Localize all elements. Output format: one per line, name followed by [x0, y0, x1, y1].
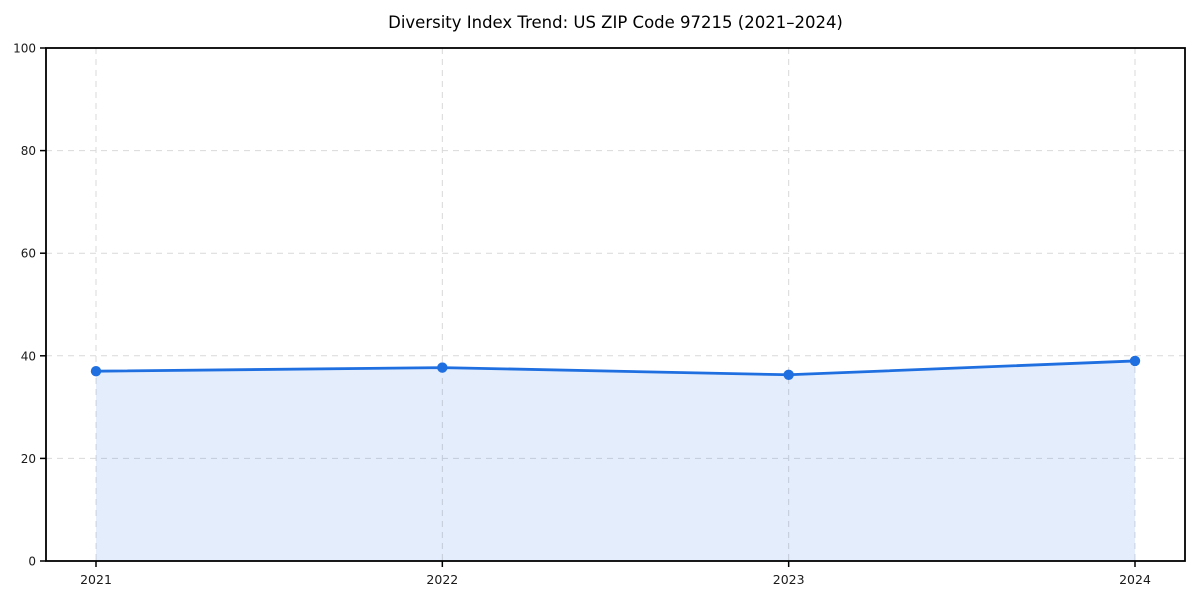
x-tick-label: 2024 — [1119, 572, 1151, 587]
y-tick-label: 100 — [13, 42, 36, 56]
trend-line — [94, 359, 1137, 377]
data-point — [437, 362, 448, 373]
y-tick-label: 80 — [21, 144, 36, 158]
area-fill — [96, 360, 1135, 561]
y-tick-label: 40 — [21, 349, 36, 363]
x-tick-label: 2022 — [426, 572, 458, 587]
y-tick-label: 0 — [28, 555, 36, 569]
chart-title: Diversity Index Trend: US ZIP Code 97215… — [388, 13, 843, 32]
x-tick-label: 2021 — [80, 572, 112, 587]
data-point — [783, 369, 794, 380]
y-tick-label: 20 — [21, 452, 36, 466]
data-point — [90, 365, 102, 377]
data-point — [1129, 355, 1141, 367]
x-tick-label: 2023 — [773, 572, 805, 587]
plot-box-spine — [45, 47, 1186, 562]
y-tick-label: 60 — [21, 247, 36, 261]
